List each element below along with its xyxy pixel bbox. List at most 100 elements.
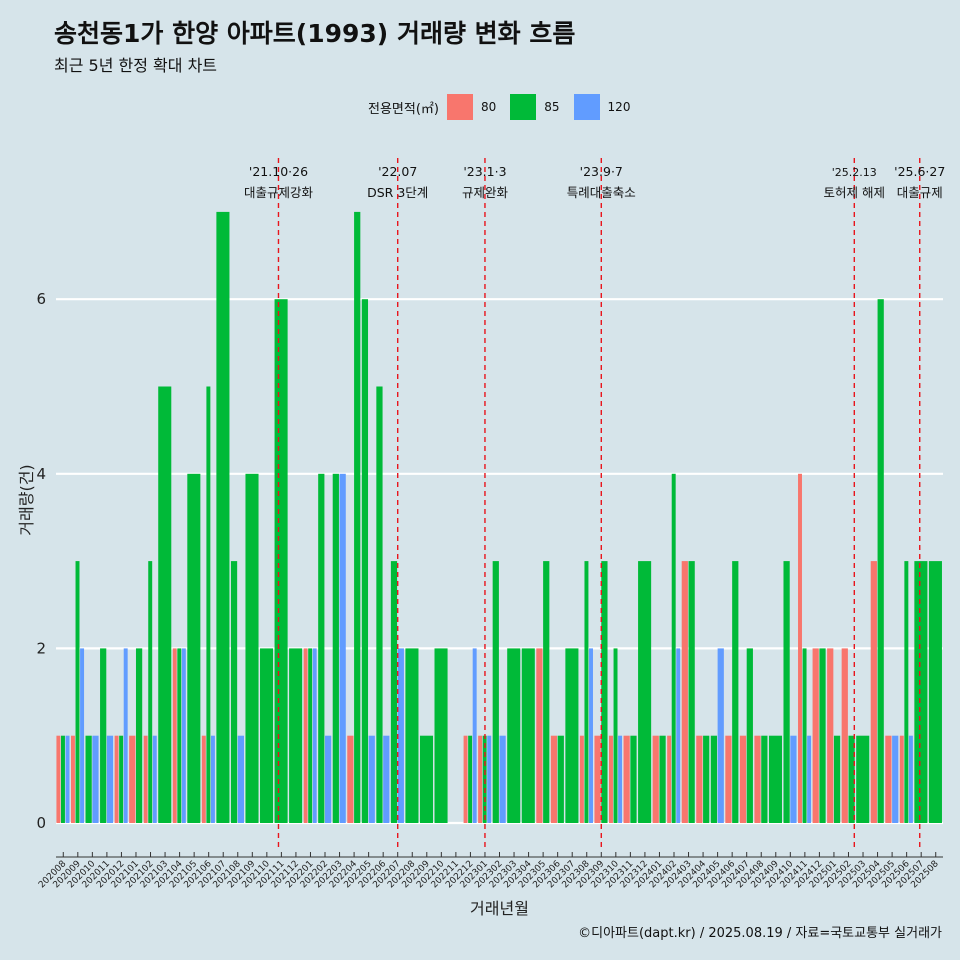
bar-202411-85 [802,648,807,823]
bar-202106-80 [201,735,206,823]
bar-202012-120 [123,648,128,823]
bar-202411-80 [798,473,802,823]
source-footer: ©디아파트(dapt.kr) / 2025.08.19 / 자료=국토교통부 실… [578,926,942,941]
bar-202405-85 [710,735,718,823]
bar-202411-120 [807,735,812,823]
bar-202306-85 [557,735,564,823]
chart-title: 송천동1가 한양 아파트(1993) 거래량 변화 흐름 [54,19,576,48]
bar-202402-80 [667,735,672,823]
bar-202409-85 [768,735,783,823]
bar-202307-85 [565,648,579,823]
bar-202010-120 [92,735,99,823]
bar-202309-85 [601,561,608,823]
bar-202103-85 [158,386,172,823]
event-date-1: '22.07 [378,164,417,179]
event-date-2: '23.1·3 [463,164,506,179]
bar-202406-85 [732,561,739,823]
legend-swatch-80 [446,94,473,120]
bar-202311-85 [630,735,637,823]
legend-swatch-120 [573,94,600,120]
bar-202410-85 [783,561,790,823]
bar-202011-120 [106,735,114,823]
bar-202303-85 [507,648,521,823]
bar-202104-120 [181,648,186,823]
bar-202503-85 [856,735,870,823]
bar-202508-85 [928,561,942,823]
bar-202109-85 [245,473,259,823]
bar-202108-120 [237,735,244,823]
legend-item-120: 120 [573,94,631,120]
bar-202301-80 [478,735,483,823]
bar-202308-85 [584,561,589,823]
legend-label-80: 80 [480,100,497,114]
bar-202403-85 [688,561,695,823]
bar-202504-80 [870,561,877,823]
bar-202202-85 [318,473,325,823]
bar-202302-85 [492,561,499,823]
chart-subtitle: 최근 5년 한정 확대 차트 [54,56,218,75]
legend-label-120: 120 [607,100,631,114]
bar-202305-85 [543,561,550,823]
event-label-2: 규제완화 [462,185,509,200]
x-axis-title: 거래년월 [470,899,529,918]
bar-202206-85 [376,386,383,823]
bar-202309-80 [594,735,601,823]
y-axis-title: 거래량(건) [17,464,36,535]
legend: 전용면적(㎡) 80 85 120 [368,94,644,120]
legend-item-80: 80 [446,94,497,120]
bar-202304-85 [521,648,535,823]
bar-202012-80 [114,735,119,823]
bar-202306-80 [550,735,558,823]
bar-202308-80 [579,735,584,823]
bar-202207-85 [390,561,398,823]
bar-202101-80 [129,735,136,823]
bar-202506-120 [908,735,913,823]
bar-202105-85 [187,473,201,823]
bar-202404-80 [696,735,703,823]
event-date-0: '21.10·26 [249,164,308,179]
bar-202505-80 [885,735,892,823]
bar-202406-80 [725,735,732,823]
bar-202008-85 [60,735,65,823]
bar-202101-85 [135,648,143,823]
bar-202102-80 [143,735,148,823]
bar-202403-80 [681,561,688,823]
bar-202209-85 [419,735,434,823]
bar-202506-80 [899,735,904,823]
bar-202401-85 [659,735,666,823]
bar-202505-120 [892,735,899,823]
bar-202308-120 [589,648,593,823]
bar-202204-85 [354,211,361,823]
bar-202407-85 [746,648,753,823]
event-label-3: 특례대출축소 [567,185,636,200]
bar-202501-80 [827,648,834,823]
bar-202210-85 [434,648,448,823]
bar-202405-120 [717,648,724,823]
bar-202212-120 [472,648,477,823]
bar-202402-85 [671,473,676,823]
bar-202011-85 [100,648,107,823]
bar-202212-85 [468,735,473,823]
bar-202408-80 [754,735,761,823]
legend-title: 전용면적(㎡) [368,101,439,117]
bar-202502-85 [848,735,855,823]
event-date-5: '25.6·27 [894,164,945,179]
bar-202206-120 [383,735,390,823]
bar-202205-85 [361,299,369,823]
event-label-0: 대출규제강화 [244,185,314,200]
bar-202102-85 [148,561,153,823]
bar-202207-120 [397,648,404,823]
bar-202008-80 [56,735,61,823]
bar-202212-80 [463,735,468,823]
bar-202301-120 [487,735,492,823]
bar-202311-80 [623,735,630,823]
bar-202201-120 [312,648,317,823]
bar-202009-80 [70,735,75,823]
bar-202010-85 [85,735,92,823]
bar-202008-120 [65,735,70,823]
bar-202110-85 [260,648,274,823]
legend-swatch-85 [510,94,537,120]
bar-202203-120 [339,473,346,823]
